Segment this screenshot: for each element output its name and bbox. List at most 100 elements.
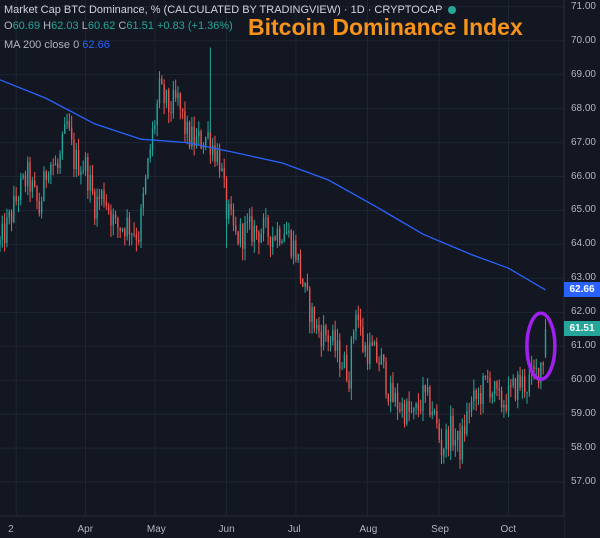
candle-body xyxy=(512,378,514,386)
candle-body xyxy=(195,136,198,147)
candle-body xyxy=(43,171,45,202)
candle-body xyxy=(105,202,108,206)
candle-body xyxy=(500,390,503,408)
symbol-title: Market Cap BTC Dominance, % (CALCULATED … xyxy=(4,4,443,16)
candle-body xyxy=(209,131,212,155)
candle-body xyxy=(128,217,131,235)
candle-body xyxy=(283,234,286,242)
candle-body xyxy=(31,180,34,192)
candle-body xyxy=(537,367,540,383)
candle-body xyxy=(117,218,119,228)
candle-body xyxy=(290,230,292,257)
candle-body xyxy=(438,423,440,440)
candle-body xyxy=(336,340,339,351)
time-tick-label: May xyxy=(146,524,166,535)
candle-body xyxy=(503,404,505,408)
candle-body xyxy=(346,354,348,381)
candle-body xyxy=(98,196,101,199)
candle-body xyxy=(292,240,295,257)
candle-body xyxy=(315,324,318,329)
candle-body xyxy=(410,411,413,413)
candle-body xyxy=(165,89,168,104)
candle-body xyxy=(378,361,380,365)
candle-body xyxy=(59,153,61,169)
candle-body xyxy=(487,376,489,378)
candle-body xyxy=(142,193,145,208)
candle-body xyxy=(45,171,47,180)
candle-body xyxy=(193,126,195,147)
candle-body xyxy=(22,175,24,178)
candle-body xyxy=(452,416,454,446)
candle-body xyxy=(149,149,151,159)
candle-body xyxy=(260,233,262,243)
candle-body xyxy=(274,236,276,241)
candle-body xyxy=(40,201,43,214)
candle-body xyxy=(232,209,235,226)
candle-body xyxy=(184,111,186,134)
candle-body xyxy=(87,157,89,191)
time-tick-label: 2 xyxy=(8,524,14,535)
candle-body xyxy=(385,361,387,395)
price-tick-label: 62.00 xyxy=(570,306,596,318)
candle-body xyxy=(429,387,431,416)
candle-body xyxy=(454,440,457,446)
candle-body xyxy=(433,411,436,413)
candle-body xyxy=(170,112,172,114)
candle-body xyxy=(33,180,36,187)
candle-body xyxy=(510,385,512,387)
candle-body xyxy=(269,236,272,248)
candle-body xyxy=(112,214,114,226)
candle-body xyxy=(299,253,302,280)
candle-body xyxy=(422,384,424,411)
ma-series xyxy=(0,79,546,291)
candle-body xyxy=(140,207,142,242)
candle-body xyxy=(258,231,260,243)
price-tick-label: 70.00 xyxy=(570,34,596,46)
candle-body xyxy=(528,374,531,393)
candle-body xyxy=(216,150,218,162)
candle-body xyxy=(94,191,96,219)
candle-body xyxy=(89,175,91,191)
time-tick-label: Aug xyxy=(359,524,378,535)
candle-body xyxy=(306,283,309,289)
candle-body xyxy=(304,283,306,287)
symbol-header[interactable]: Market Cap BTC Dominance, % (CALCULATED … xyxy=(4,4,457,16)
candle-body xyxy=(20,177,22,201)
candle-body xyxy=(237,231,239,244)
time-tick-label: Jun xyxy=(218,524,235,535)
candle-body xyxy=(242,224,244,249)
candle-body xyxy=(200,131,202,149)
price-tick-label: 58.00 xyxy=(570,442,596,454)
candle-body xyxy=(297,253,299,260)
candle-body xyxy=(147,158,149,178)
candle-body xyxy=(281,241,283,244)
close-value: 61.51 xyxy=(126,20,154,32)
time-tick-label: Jul xyxy=(287,524,301,535)
candle-body xyxy=(168,89,170,113)
price-tick-label: 63.00 xyxy=(570,272,596,284)
candle-body xyxy=(477,393,480,400)
candle-body xyxy=(325,325,327,336)
candle-body xyxy=(278,228,281,244)
candle-body xyxy=(419,409,422,411)
candle-body xyxy=(107,205,110,211)
price-axis-bg xyxy=(564,0,600,538)
candle-body xyxy=(172,90,175,114)
highlight-ellipse xyxy=(525,311,557,382)
candle-body xyxy=(114,214,117,219)
candle-body xyxy=(459,430,461,460)
candle-body xyxy=(80,171,82,175)
candles xyxy=(0,47,547,469)
candle-body xyxy=(135,234,138,240)
candle-body xyxy=(54,163,57,166)
candle-body xyxy=(8,211,10,218)
candle-body xyxy=(198,131,200,137)
candle-body xyxy=(27,162,29,187)
ma-legend[interactable]: MA 200 close 0 62.66 xyxy=(4,39,110,51)
candle-body xyxy=(387,394,390,402)
candle-body xyxy=(373,342,376,346)
low-value: 60.62 xyxy=(87,20,116,32)
candle-body xyxy=(239,224,242,244)
